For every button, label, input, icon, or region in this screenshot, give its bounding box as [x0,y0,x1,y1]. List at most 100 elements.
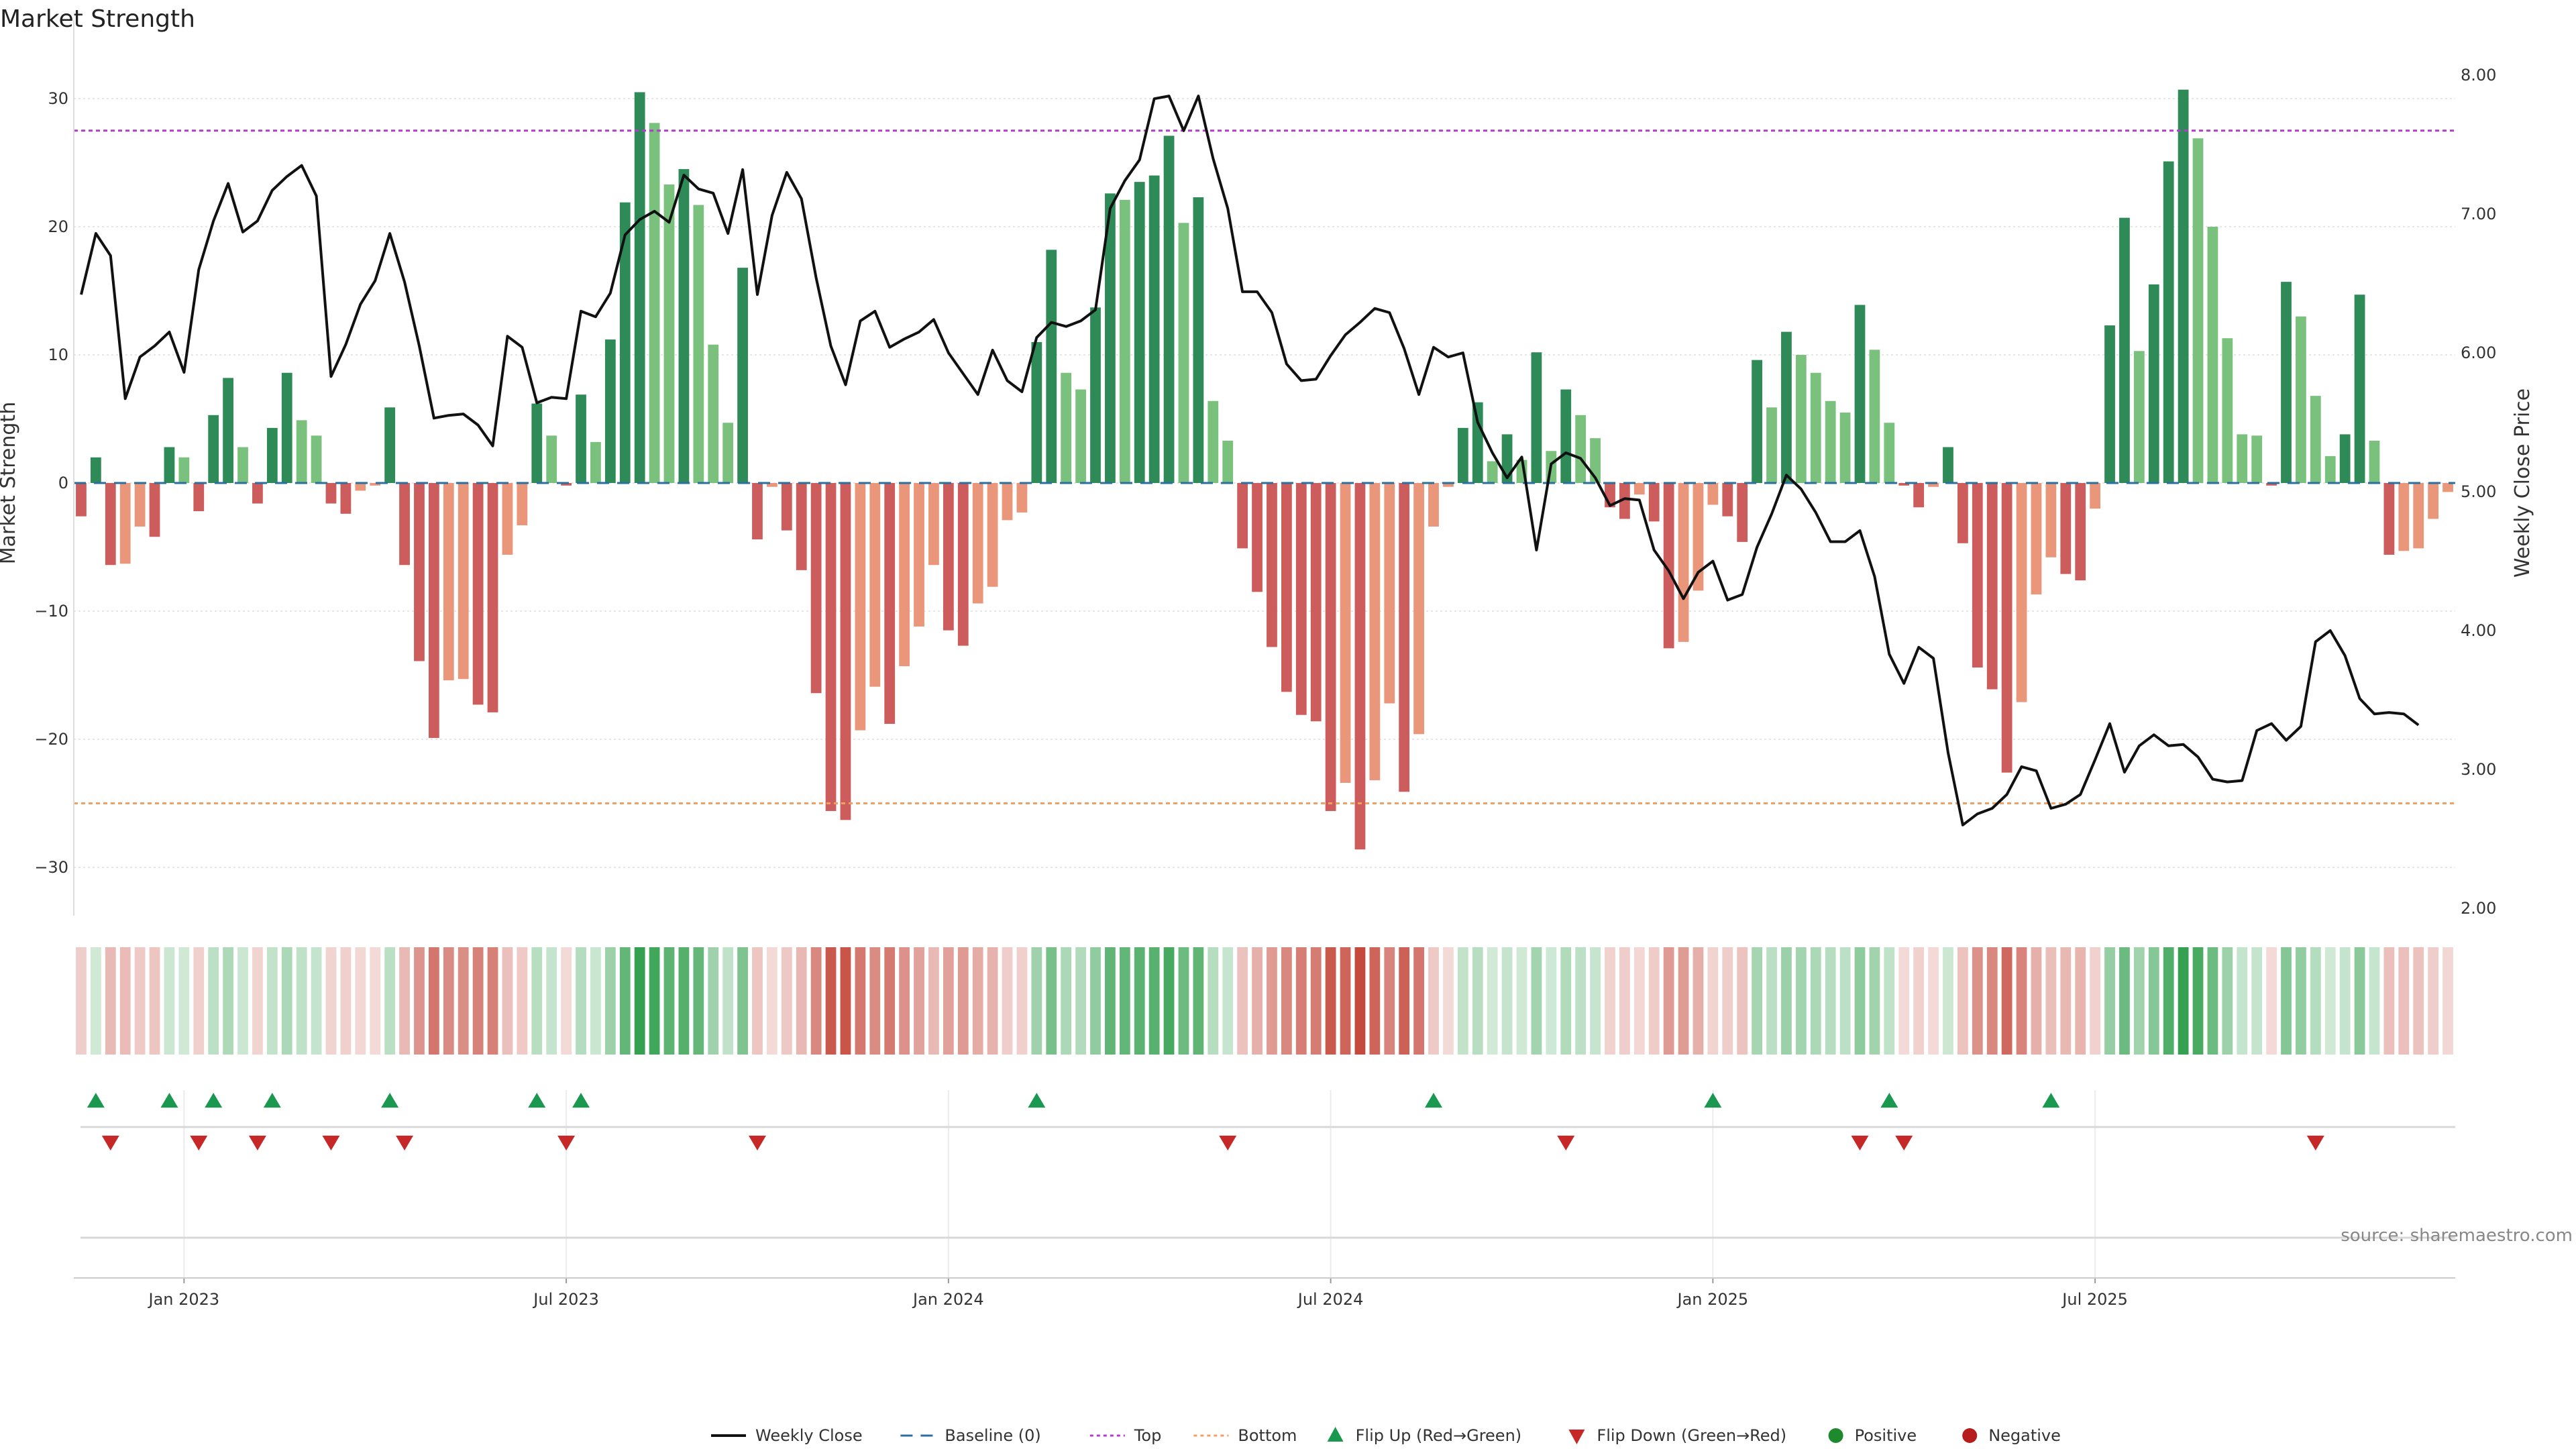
strength-bar [2237,434,2248,483]
heat-cell [370,947,381,1055]
strength-bar [2163,161,2174,483]
strength-bar [1016,483,1028,513]
heat-cell [2016,947,2027,1055]
strength-bar [1810,372,1821,483]
y-tick-label-left: 20 [48,217,68,236]
heat-cell [1487,947,1498,1055]
strength-bar [1061,372,1072,483]
heat-cell [178,947,190,1055]
legend-label: Negative [1988,1426,2061,1445]
flip-up-marker [87,1093,105,1108]
strength-bar [987,483,998,587]
strength-bar [2016,483,2027,702]
strength-bar [2104,325,2115,483]
strength-bar [708,344,719,483]
strength-bar [325,483,337,504]
heat-cell [561,947,572,1055]
heat-cell [1752,947,1762,1055]
heat-cell [2339,947,2351,1055]
strength-bar [2413,483,2424,549]
strength-bar [414,483,425,661]
heat-cell [325,947,337,1055]
heat-cell [1163,947,1175,1055]
strength-bar [1325,483,1336,811]
heat-cell [678,947,690,1055]
strength-bar [1722,483,1733,517]
heat-cell [1075,947,1086,1055]
flip-down-marker [1219,1135,1237,1150]
chart-title: Market Strength [0,5,195,33]
strength-bar [1354,483,1366,850]
strength-bar [2207,227,2218,483]
heat-cell [781,947,792,1055]
strength-bar [2383,483,2395,555]
strength-bar [1648,483,1660,522]
x-tick-label: Jul 2024 [1297,1290,1364,1309]
strength-bar [1898,483,1910,486]
legend-label: Weekly Close [755,1426,863,1445]
heat-cell [428,947,439,1055]
weekly-close-polyline [80,95,2420,826]
y-tick-label-left: 10 [48,345,68,364]
strength-bar [1913,483,1925,508]
heat-cell [2310,947,2321,1055]
heat-cell [266,947,278,1055]
heat-cell [2192,947,2204,1055]
heat-cell [840,947,851,1055]
heat-cell [649,947,660,1055]
strength-bar [1781,331,1792,483]
flip-up-marker [160,1093,178,1108]
flip-down-marker [2306,1135,2324,1150]
legend-swatch-circle [1828,1428,1843,1443]
strength-bar [1943,447,1953,483]
heat-cell [1957,947,1968,1055]
x-tick-label: Jul 2023 [532,1290,599,1309]
strength-bar [604,339,616,483]
heat-cell [928,947,939,1055]
flip-up-marker [2042,1093,2060,1108]
heat-cell [1443,947,1454,1055]
strength-bar [1031,341,1042,483]
flip-up-marker [572,1093,590,1108]
strength-bar [458,483,469,680]
strength-bar [266,427,278,483]
heat-cell [884,947,896,1055]
strength-bar [1633,483,1645,495]
heat-cell [899,947,910,1055]
strength-bar [487,483,498,712]
heat-cell [634,947,645,1055]
flip-down-marker [557,1135,576,1150]
legend-label: Bottom [1238,1426,1297,1445]
strength-bar [252,483,263,504]
flip-up-marker [1704,1093,1722,1108]
heat-cell [76,947,87,1055]
strength-bar [1457,427,1468,483]
strength-bar [1310,483,1322,722]
heat-cell [2178,947,2189,1055]
heat-cell [472,947,484,1055]
heat-cell [2296,947,2306,1055]
heat-cell [1310,947,1322,1055]
heat-cell [296,947,307,1055]
heat-cell [2045,947,2057,1055]
heat-cell [1531,947,1542,1055]
heat-cell [119,947,131,1055]
heat-cell [458,947,469,1055]
heat-cell [384,947,396,1055]
strength-bar [2251,435,2263,483]
strength-bar [1752,360,1762,483]
heat-cell [2428,947,2439,1055]
strength-bar [193,483,205,512]
strength-bar [1839,412,1851,483]
strength-bar [634,92,645,483]
strength-bar [2148,284,2159,483]
strength-bar [1619,483,1630,519]
strength-bar [1193,197,1204,483]
strength-bar [1252,483,1263,592]
heat-cell [1178,947,1189,1055]
strength-bar [502,483,513,555]
heat-cell [414,947,425,1055]
y-tick-label-right: 8.00 [2461,66,2496,85]
x-tick-label: Jul 2025 [2061,1290,2128,1309]
strength-bar [1222,440,1234,483]
